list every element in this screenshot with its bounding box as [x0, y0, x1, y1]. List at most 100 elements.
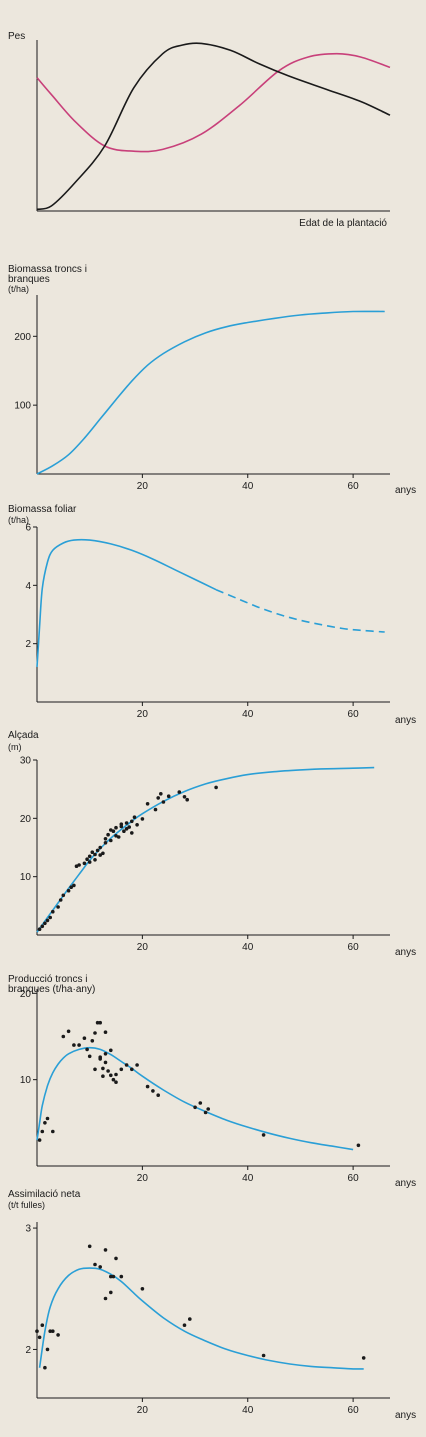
y-axis-unit: (m) — [8, 742, 22, 752]
chart-title-line: Biomassa troncs i — [8, 264, 87, 275]
data-point — [101, 1074, 105, 1078]
data-point — [130, 1067, 134, 1072]
data-point — [111, 829, 116, 833]
data-point — [37, 927, 42, 931]
data-point — [45, 918, 50, 923]
data-point — [111, 1274, 116, 1279]
x-tick-label: 60 — [348, 942, 360, 953]
data-point — [48, 1329, 52, 1333]
data-point — [206, 1107, 210, 1111]
data-point — [119, 1067, 124, 1072]
data-point — [106, 832, 110, 837]
data-point — [87, 1054, 92, 1059]
data-point — [182, 1323, 187, 1327]
x-tick-label: 60 — [348, 481, 360, 492]
data-point — [66, 1029, 71, 1034]
x-tick-label: 40 — [242, 942, 254, 953]
data-point — [159, 792, 163, 796]
data-point — [177, 790, 182, 794]
chart-title: Biomassa foliar — [8, 504, 77, 515]
data-point — [109, 1290, 113, 1295]
data-point — [95, 848, 100, 853]
data-point — [93, 1031, 97, 1035]
series-line — [36, 766, 375, 933]
data-point — [43, 921, 47, 926]
data-point — [82, 1036, 87, 1040]
data-point — [103, 1248, 108, 1252]
x-tick-label: 20 — [137, 709, 149, 720]
data-point — [166, 794, 171, 798]
x-tick-label: 20 — [137, 481, 149, 492]
data-point — [43, 1121, 47, 1125]
series-line — [36, 310, 385, 475]
chart-title-line: branques (t/ha·any) — [8, 984, 95, 995]
data-point — [98, 1265, 102, 1269]
y-tick-label: 10 — [20, 872, 32, 883]
data-point — [130, 819, 134, 824]
data-point — [40, 924, 45, 929]
data-point — [51, 1329, 55, 1333]
chart-title-line: Producció troncs i — [8, 974, 87, 985]
data-point — [37, 1335, 42, 1340]
y-tick-label: 10 — [20, 1075, 32, 1086]
data-point — [109, 838, 113, 843]
y-axis-unit: (t/t fulles) — [8, 1200, 45, 1210]
data-point — [98, 853, 102, 857]
data-point — [111, 1077, 116, 1082]
data-point — [356, 1143, 361, 1148]
data-point — [35, 1329, 39, 1333]
data-point — [56, 1333, 60, 1337]
data-point — [145, 802, 150, 806]
x-tick-label: 20 — [137, 1173, 149, 1184]
data-point — [182, 795, 187, 799]
data-point — [93, 858, 97, 862]
chart-title: Assimilació neta — [8, 1189, 81, 1200]
data-point — [93, 852, 97, 857]
data-point — [66, 888, 71, 893]
data-point — [119, 1274, 124, 1279]
data-point — [122, 829, 126, 833]
y-tick-label: 6 — [25, 523, 31, 534]
data-point — [106, 1069, 110, 1073]
data-point — [69, 885, 73, 889]
data-point — [127, 825, 131, 829]
data-point — [103, 841, 108, 845]
data-point — [37, 1138, 42, 1142]
y-tick-label: 2 — [25, 639, 31, 650]
y-axis-unit: (t/ha) — [8, 515, 29, 525]
data-point — [140, 817, 145, 821]
data-point — [261, 1133, 266, 1137]
data-point — [124, 827, 129, 831]
y-tick-label: 20 — [20, 814, 32, 825]
data-point — [103, 1296, 108, 1301]
data-point — [93, 1262, 97, 1267]
y-tick-label: 4 — [25, 581, 31, 592]
series-line — [36, 1046, 354, 1151]
data-point — [203, 1110, 208, 1115]
y-tick-label: 20 — [20, 989, 32, 1000]
data-point — [45, 1116, 50, 1121]
data-point — [45, 1347, 50, 1352]
data-point — [101, 851, 105, 856]
data-point — [40, 1129, 45, 1134]
data-point — [61, 893, 66, 898]
data-point — [77, 1043, 81, 1047]
data-point — [85, 857, 89, 861]
data-point — [214, 785, 218, 790]
data-point — [156, 796, 160, 800]
data-point — [124, 821, 129, 825]
data-point — [101, 1066, 105, 1071]
data-point — [90, 850, 95, 854]
data-point — [61, 1034, 66, 1039]
data-point — [130, 831, 134, 835]
data-point — [109, 1048, 113, 1053]
chart-title: Pes — [8, 31, 25, 42]
y-axis-unit: (t/ha) — [8, 284, 29, 294]
data-point — [114, 825, 118, 830]
x-tick-label: 60 — [348, 1405, 360, 1416]
data-point — [132, 815, 137, 819]
data-point — [145, 1084, 150, 1089]
data-point — [114, 834, 118, 838]
data-point — [116, 835, 121, 839]
data-point — [93, 1067, 97, 1072]
